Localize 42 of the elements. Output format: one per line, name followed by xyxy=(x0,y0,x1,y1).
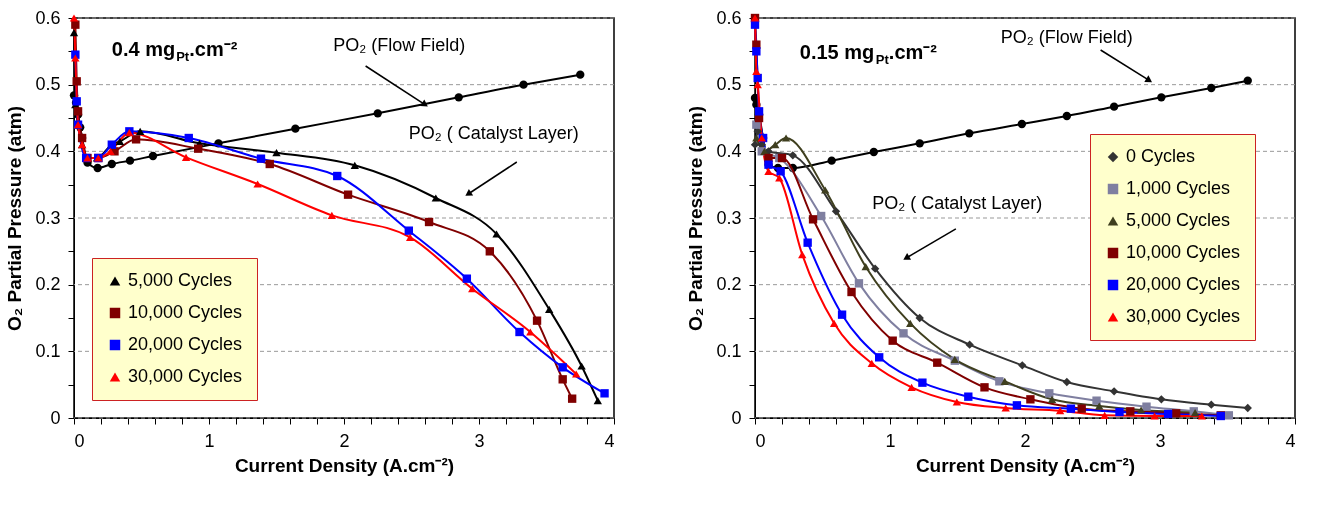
x-tick-label: 2 xyxy=(339,430,350,451)
y-tick-label: 0.6 xyxy=(716,7,742,28)
y-tick-label: 0.2 xyxy=(716,274,742,295)
y-tick-label: 0 xyxy=(50,407,61,428)
y-tick-label: 0.5 xyxy=(716,74,742,95)
legend-label: 10,000 Cycles xyxy=(128,302,243,322)
y-tick-label: 0.6 xyxy=(35,7,61,28)
y-axis-title: O₂ Partial Pressure (atm) xyxy=(4,106,26,331)
annotation: PO₂ (Flow Field) xyxy=(333,35,466,55)
legend-label: 1,000 Cycles xyxy=(1126,178,1231,198)
annotation: PO₂ (Flow Field) xyxy=(1000,27,1133,47)
annotation: PO₂ ( Catalyst Layer) xyxy=(408,123,579,143)
y-axis-title: O₂ Partial Pressure (atm) xyxy=(685,106,707,331)
legend-label: 20,000 Cycles xyxy=(128,334,243,354)
y-tick-label: 0.1 xyxy=(716,340,742,361)
x-tick-label: 3 xyxy=(474,430,485,451)
legend-label: 10,000 Cycles xyxy=(1126,242,1241,262)
legend-label: 20,000 Cycles xyxy=(1126,274,1241,294)
y-tick-label: 0.3 xyxy=(716,207,742,228)
y-tick-label: 0 xyxy=(731,407,742,428)
x-tick-label: 4 xyxy=(604,430,615,451)
legend-label: 0 Cycles xyxy=(1126,146,1196,166)
annotation: PO₂ ( Catalyst Layer) xyxy=(872,193,1043,213)
x-tick-label: 2 xyxy=(1020,430,1031,451)
x-tick-label: 3 xyxy=(1155,430,1166,451)
legend-label: 5,000 Cycles xyxy=(1126,210,1231,230)
x-axis-title: Current Density (A.cm⁻²) xyxy=(234,454,455,476)
x-tick-label: 0 xyxy=(755,430,766,451)
y-tick-label: 0.4 xyxy=(35,140,61,161)
x-axis-title: Current Density (A.cm⁻²) xyxy=(915,454,1136,476)
y-tick-label: 0.5 xyxy=(35,74,61,95)
y-tick-label: 0.2 xyxy=(35,274,61,295)
legend-label: 5,000 Cycles xyxy=(128,270,233,290)
x-tick-label: 1 xyxy=(885,430,896,451)
x-tick-label: 0 xyxy=(74,430,85,451)
x-tick-label: 1 xyxy=(204,430,215,451)
x-tick-label: 4 xyxy=(1285,430,1296,451)
y-tick-label: 0.3 xyxy=(35,207,61,228)
legend-label: 30,000 Cycles xyxy=(128,366,243,386)
legend-label: 30,000 Cycles xyxy=(1126,306,1241,326)
y-tick-label: 0.4 xyxy=(716,140,742,161)
y-tick-label: 0.1 xyxy=(35,340,61,361)
